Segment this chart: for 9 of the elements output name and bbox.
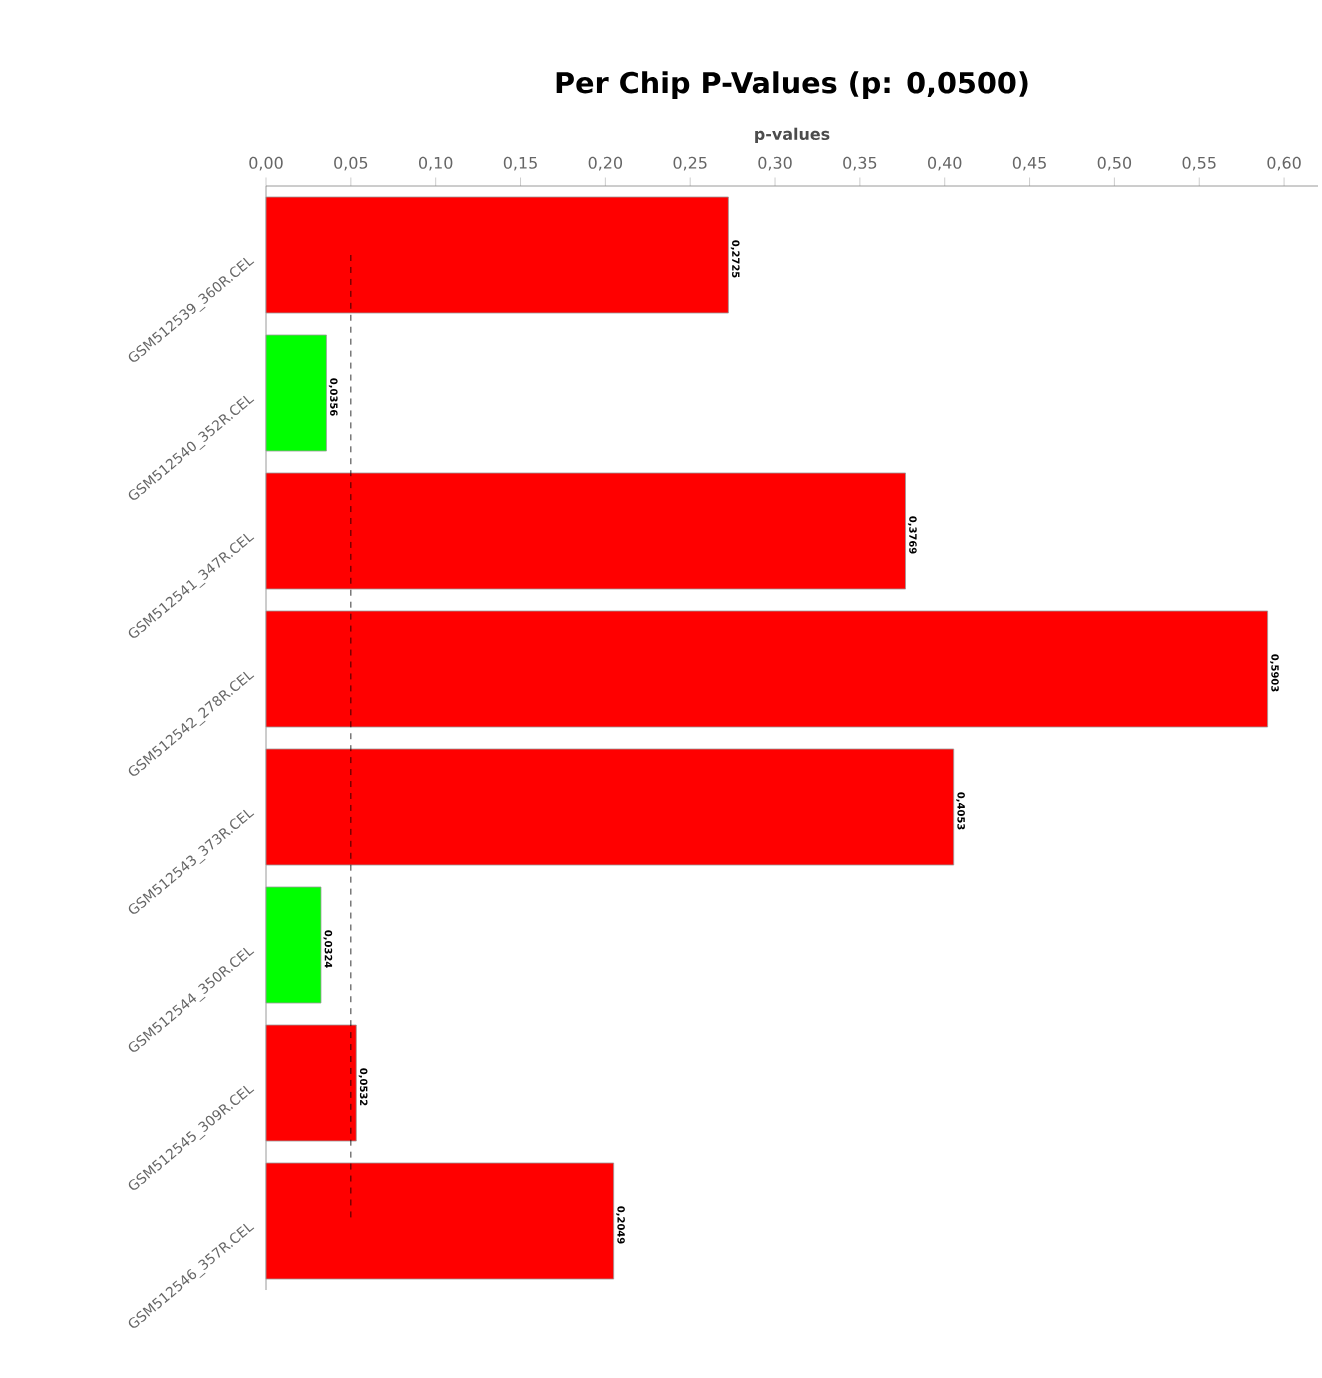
bar xyxy=(265,610,1269,728)
bar xyxy=(265,1024,357,1142)
bar xyxy=(265,334,327,452)
bar xyxy=(265,886,322,1004)
bar xyxy=(265,748,955,866)
bar xyxy=(265,472,906,590)
bar xyxy=(265,1162,615,1280)
bar xyxy=(265,196,729,314)
chart-title: Per Chip P-Values (p: 0,0500) xyxy=(556,71,1028,100)
